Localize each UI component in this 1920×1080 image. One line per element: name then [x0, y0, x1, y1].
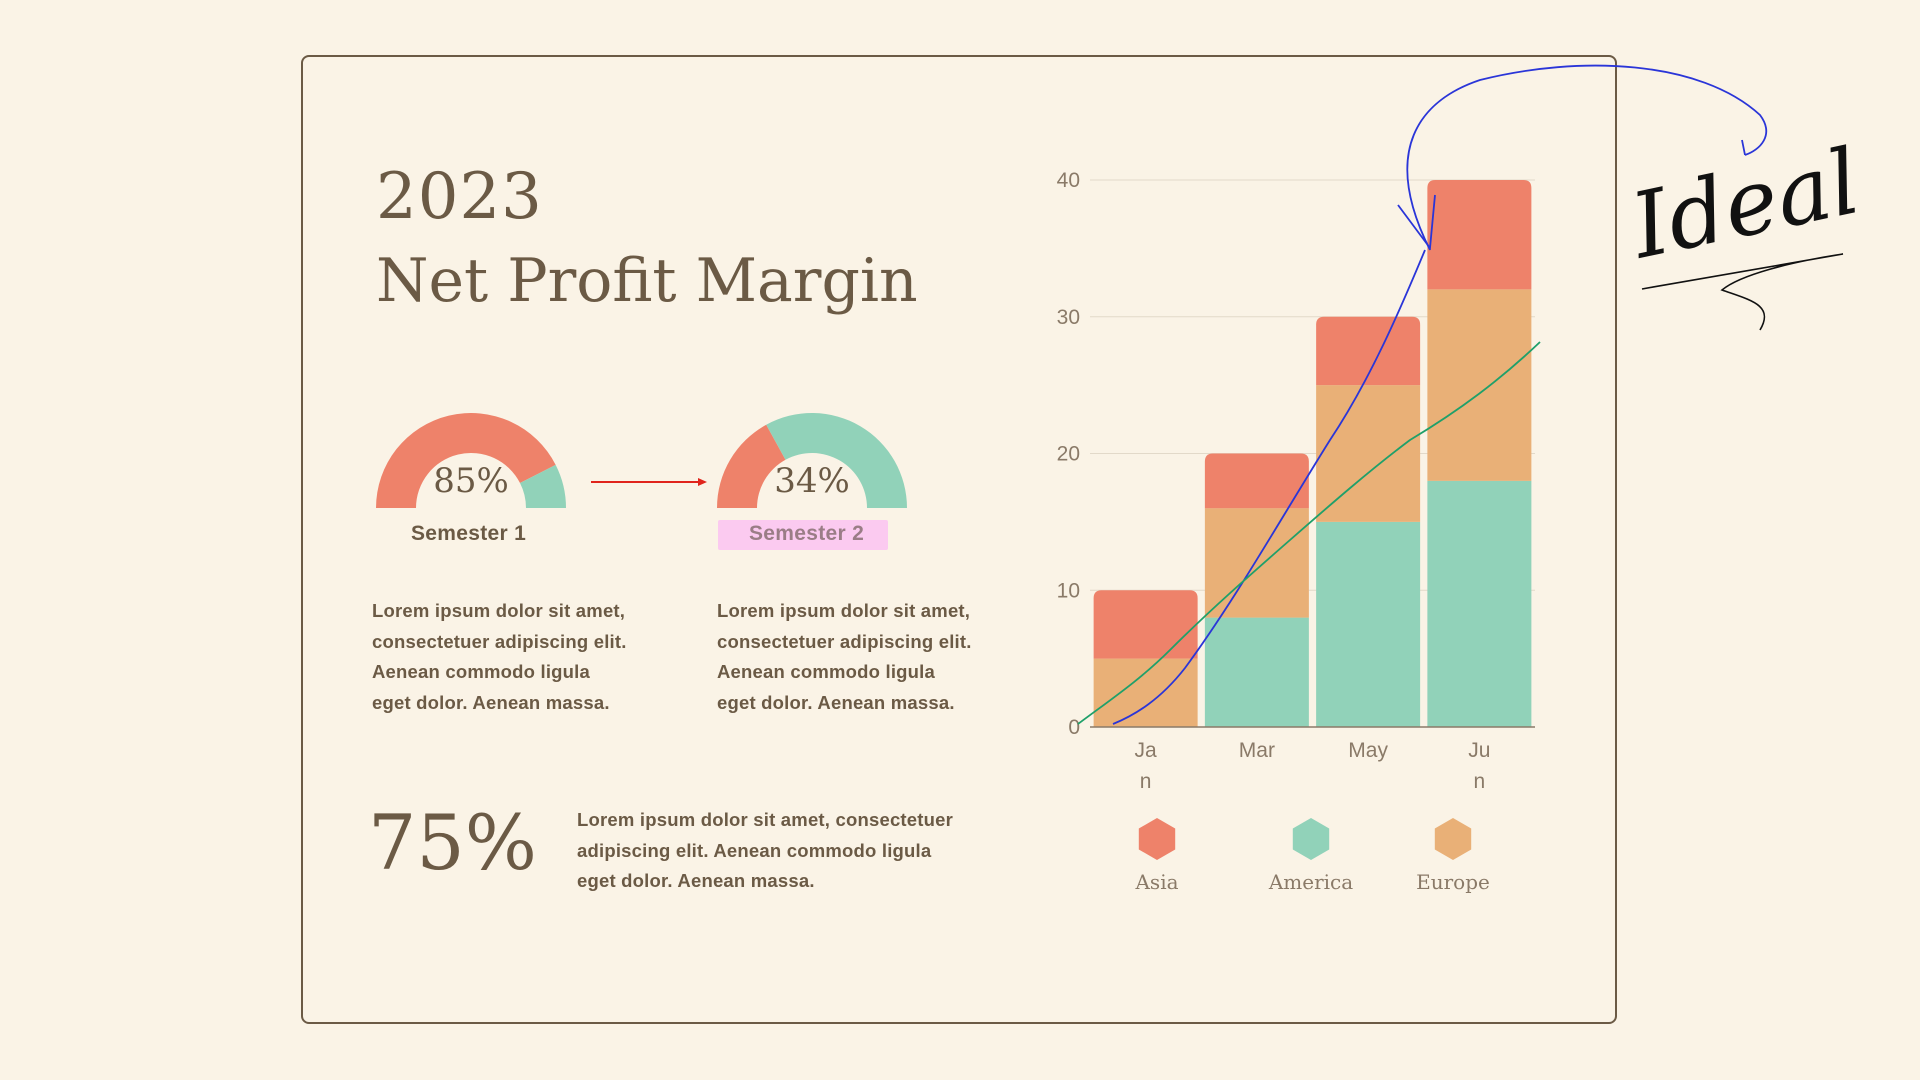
- bar-segment: [1204, 453, 1309, 509]
- bar-segment: [1427, 180, 1532, 290]
- gauge-2-remainder-arc: [766, 413, 907, 508]
- text-line: consectetuer adipiscing elit.: [372, 630, 627, 652]
- gauge-2-value-arc: [717, 424, 786, 508]
- bar-segment: [1427, 289, 1532, 481]
- y-tick-label: 40: [1057, 169, 1080, 192]
- gauge-semester-1: 85%: [376, 413, 566, 508]
- arrow-icon: [591, 478, 707, 486]
- legend-swatch: [1434, 818, 1472, 860]
- text-line: Lorem ipsum dolor sit amet, consectetuer: [577, 809, 954, 830]
- bar-segment: [1093, 590, 1198, 659]
- y-tick-label: 30: [1057, 306, 1080, 329]
- paragraph-semester-1: Lorem ipsum dolor sit amet, consectetuer…: [372, 596, 627, 718]
- gauge-1-arc: [376, 413, 566, 508]
- year-heading: 2023: [376, 160, 543, 234]
- bar-segment: [1316, 385, 1421, 522]
- text-line: eget dolor. Aenean massa.: [577, 870, 815, 891]
- gauge-1-label: Semester 1: [411, 522, 527, 545]
- x-tick-label: Mar: [1239, 739, 1275, 762]
- bar-segment: [1204, 508, 1309, 618]
- annotation-underline: [1641, 253, 1844, 331]
- bar-segment: [1316, 521, 1421, 727]
- legend-swatch: [1292, 818, 1330, 860]
- legend-swatch: [1138, 818, 1176, 860]
- text-line: consectetuer adipiscing elit.: [717, 630, 972, 652]
- x-tick-label: n: [1474, 770, 1486, 793]
- text-line: Lorem ipsum dolor sit amet,: [717, 600, 971, 621]
- x-tick-label: Ja: [1135, 739, 1158, 762]
- text-line: Aenean commodo ligula: [717, 661, 936, 682]
- legend-label: America: [1268, 870, 1353, 894]
- text-line: adipiscing elit. Aenean commodo ligula: [577, 839, 932, 861]
- text-line: eget dolor. Aenean massa.: [717, 691, 955, 713]
- bar-segment: [1427, 480, 1532, 727]
- text-line: Aenean commodo ligula: [372, 661, 591, 682]
- highlight-mark: [718, 520, 888, 550]
- paragraph-summary: Lorem ipsum dolor sit amet, consectetuer…: [577, 805, 953, 897]
- x-tick-label: Ju: [1468, 739, 1490, 762]
- big-stat: 75%: [368, 798, 537, 887]
- gauge-1-value: 85%: [433, 461, 509, 501]
- bar-segment: [1316, 316, 1421, 386]
- gauge-1-value-arc: [376, 413, 556, 508]
- y-tick-label: 20: [1057, 443, 1080, 466]
- gauge-2-arc: [717, 413, 907, 508]
- x-tick-label: May: [1348, 739, 1388, 762]
- x-tick-label: n: [1140, 770, 1152, 793]
- gauge-1-remainder-arc: [520, 464, 566, 508]
- gauge-2-value: 34%: [774, 461, 850, 501]
- bar-segment: [1204, 617, 1309, 727]
- stacked-bar-chart: 0 10 20 30 40 Ja n Mar May Ju n Asia America Europe: [1057, 169, 1535, 894]
- gauge-semester-2: 34%: [717, 413, 907, 508]
- slide-card: [301, 55, 1617, 1024]
- paragraph-semester-2: Lorem ipsum dolor sit amet, consectetuer…: [717, 596, 972, 718]
- page-title: Net Profit Margin: [376, 246, 918, 316]
- y-tick-label: 0: [1068, 716, 1080, 739]
- legend-label: Europe: [1416, 870, 1490, 894]
- annotation-text: Ideal: [1621, 129, 1869, 280]
- legend-label: Asia: [1134, 870, 1178, 894]
- text-line: eget dolor. Aenean massa.: [372, 691, 610, 713]
- gauge-2-label: Semester 2: [749, 522, 865, 545]
- text-line: Lorem ipsum dolor sit amet,: [372, 600, 626, 621]
- y-tick-label: 10: [1057, 579, 1080, 602]
- bar-segment: [1093, 658, 1198, 727]
